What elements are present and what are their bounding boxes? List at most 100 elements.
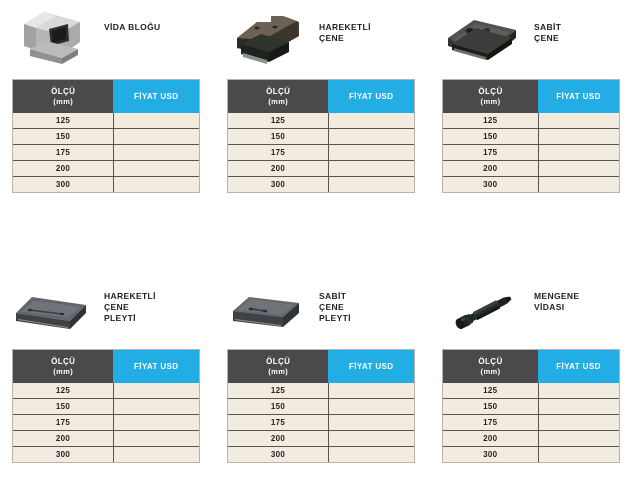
product-card-sabit-cene-pleyti: SABİT ÇENE PLEYTİ ÖLÇÜ (mm) FİYAT US <box>215 275 430 480</box>
header-size-unit: (mm) <box>480 96 501 106</box>
table-row: 175 <box>443 414 619 431</box>
price-cell[interactable] <box>328 430 414 447</box>
size-cell: 200 <box>443 430 539 447</box>
price-cell[interactable] <box>538 398 619 415</box>
price-cell[interactable] <box>538 383 619 399</box>
header-cell-size: ÖLÇÜ (mm) <box>228 350 329 383</box>
table-row: 200 <box>443 160 619 177</box>
header-size-label: ÖLÇÜ <box>478 86 503 96</box>
header-cell-size: ÖLÇÜ (mm) <box>13 350 114 383</box>
price-cell[interactable] <box>538 128 619 145</box>
product-title-line: SABİT <box>319 291 347 301</box>
product-title-line: MENGENE <box>534 291 580 301</box>
size-cell: 200 <box>13 160 114 177</box>
product-title-line: HAREKETLİ <box>104 291 156 301</box>
price-cell[interactable] <box>113 398 199 415</box>
price-cell[interactable] <box>328 144 414 161</box>
header-size-unit: (mm) <box>268 96 289 106</box>
table-row: 175 <box>13 414 199 431</box>
size-cell: 125 <box>228 113 329 129</box>
table-header-row: ÖLÇÜ (mm) FİYAT USD <box>13 80 199 113</box>
price-cell[interactable] <box>538 176 619 192</box>
price-cell[interactable] <box>328 446 414 462</box>
header-size-label: ÖLÇÜ <box>51 86 76 96</box>
size-cell: 175 <box>228 414 329 431</box>
size-cell: 200 <box>13 430 114 447</box>
price-cell[interactable] <box>538 414 619 431</box>
header-size-unit: (mm) <box>53 96 74 106</box>
size-cell: 300 <box>228 446 329 462</box>
table-row: 150 <box>13 398 199 415</box>
price-cell[interactable] <box>538 446 619 462</box>
header-size-label: ÖLÇÜ <box>266 356 291 366</box>
table-header-row: ÖLÇÜ (mm) FİYAT USD <box>228 80 414 113</box>
price-table: ÖLÇÜ (mm) FİYAT USD 125 150 <box>442 349 620 463</box>
table-row: 175 <box>13 144 199 161</box>
price-cell[interactable] <box>328 176 414 192</box>
size-cell: 125 <box>443 383 539 399</box>
size-cell: 300 <box>13 176 114 192</box>
product-title: SABİT ÇENE PLEYTİ <box>319 279 430 324</box>
price-cell[interactable] <box>328 414 414 431</box>
product-header: HAREKETLİ ÇENE PLEYTİ <box>0 275 215 349</box>
product-title-line: ÇENE <box>319 33 345 43</box>
table-row: 300 <box>13 446 199 462</box>
header-size-label: ÖLÇÜ <box>51 356 76 366</box>
header-size-label: ÖLÇÜ <box>266 86 291 96</box>
price-cell[interactable] <box>113 430 199 447</box>
price-table: ÖLÇÜ (mm) FİYAT USD 125 150 <box>12 79 200 193</box>
price-cell[interactable] <box>328 398 414 415</box>
table-row: 200 <box>228 160 414 177</box>
table-row: 125 <box>13 113 199 129</box>
header-size-unit: (mm) <box>268 366 289 376</box>
header-cell-price: FİYAT USD <box>328 350 414 383</box>
price-cell[interactable] <box>538 144 619 161</box>
table-row: 175 <box>228 414 414 431</box>
price-cell[interactable] <box>113 160 199 177</box>
size-cell: 125 <box>13 113 114 129</box>
table-row: 300 <box>443 446 619 462</box>
price-table-body: 125 150 175 200 <box>13 113 199 192</box>
size-cell: 300 <box>443 446 539 462</box>
price-cell[interactable] <box>538 113 619 129</box>
table-header-row: ÖLÇÜ (mm) FİYAT USD <box>13 350 199 383</box>
price-cell[interactable] <box>113 128 199 145</box>
product-title-line: PLEYTİ <box>104 313 136 323</box>
price-cell[interactable] <box>538 160 619 177</box>
table-row: 150 <box>443 398 619 415</box>
price-cell[interactable] <box>113 113 199 129</box>
product-title: MENGENE VİDASI <box>534 279 635 313</box>
product-header: SABİT ÇENE <box>430 0 635 74</box>
price-cell[interactable] <box>328 113 414 129</box>
price-cell[interactable] <box>113 414 199 431</box>
table-row: 300 <box>13 176 199 192</box>
table-row: 125 <box>228 383 414 399</box>
size-cell: 300 <box>13 446 114 462</box>
product-card-hareketli-cene: HAREKETLİ ÇENE ÖLÇÜ (mm) FİYAT USD <box>215 0 430 275</box>
table-row: 200 <box>13 430 199 447</box>
product-title-line: VİDA BLOĞU <box>104 22 161 32</box>
vise-screw-photo <box>430 279 534 345</box>
price-cell[interactable] <box>328 383 414 399</box>
price-cell[interactable] <box>328 160 414 177</box>
product-card-hareketli-cene-pleyti: HAREKETLİ ÇENE PLEYTİ ÖLÇÜ (mm) FİYA <box>0 275 215 480</box>
table-row: 175 <box>228 144 414 161</box>
price-cell[interactable] <box>113 176 199 192</box>
movable-jaw-plate-photo <box>0 279 104 345</box>
price-cell[interactable] <box>328 128 414 145</box>
size-cell: 150 <box>443 398 539 415</box>
size-cell: 200 <box>443 160 539 177</box>
price-cell[interactable] <box>538 430 619 447</box>
header-cell-price: FİYAT USD <box>538 80 619 113</box>
price-cell[interactable] <box>113 144 199 161</box>
size-cell: 150 <box>228 128 329 145</box>
size-cell: 150 <box>13 128 114 145</box>
table-row: 150 <box>443 128 619 145</box>
product-title-line: HAREKETLİ <box>319 22 371 32</box>
price-cell[interactable] <box>113 446 199 462</box>
price-table-body: 125 150 175 200 <box>13 383 199 462</box>
price-cell[interactable] <box>113 383 199 399</box>
header-cell-price: FİYAT USD <box>328 80 414 113</box>
